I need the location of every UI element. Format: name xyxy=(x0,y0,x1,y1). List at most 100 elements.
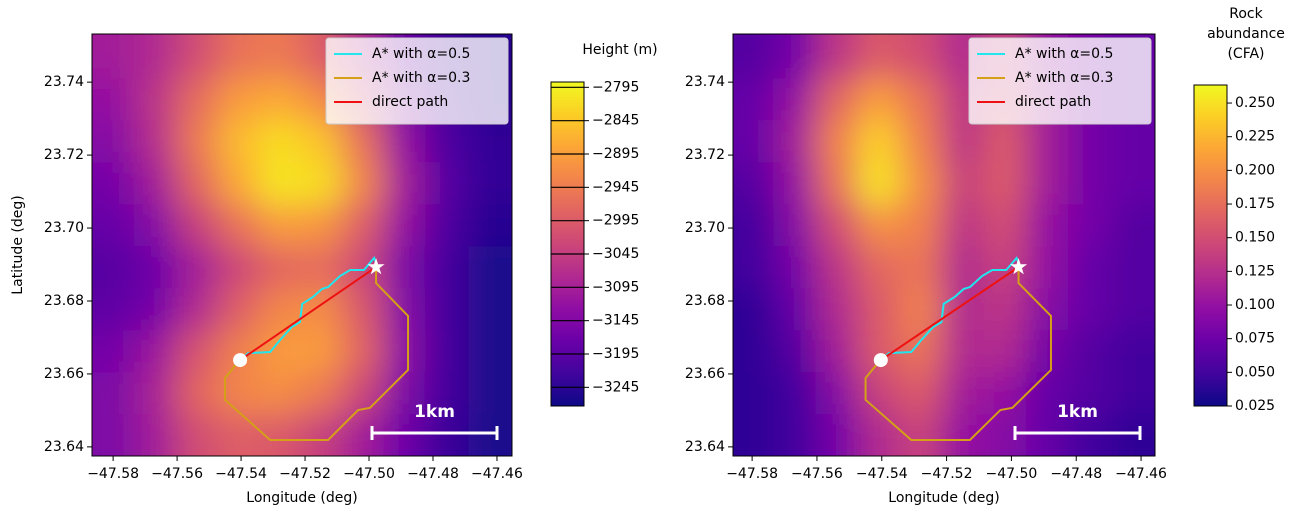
heatmap-cell xyxy=(217,78,260,121)
heatmap-cell xyxy=(899,204,943,247)
heatmap-cell xyxy=(1111,204,1155,247)
goal-marker xyxy=(1010,258,1028,275)
x-tick-label: −47.58 xyxy=(726,466,778,482)
heatmap-cell xyxy=(258,78,301,121)
heatmap-cell xyxy=(773,120,816,163)
heatmap-cell xyxy=(773,288,816,331)
colorbar-tick-label: 0.100 xyxy=(1235,297,1275,313)
heatmap-cell xyxy=(941,162,985,205)
colorbar-tick-label: −2945 xyxy=(592,179,639,195)
y-tick-label: 23.74 xyxy=(44,74,84,90)
colorbar-tick-label: 0.200 xyxy=(1235,162,1275,178)
x-tick-label: −47.48 xyxy=(1050,466,1102,482)
heatmap-cell xyxy=(899,78,943,121)
heatmap-cell xyxy=(175,330,218,373)
heatmap-cell xyxy=(815,162,858,205)
colorbar-tick-label: −3195 xyxy=(592,346,639,362)
heatmap-cell xyxy=(815,330,858,373)
heatmap-cell xyxy=(1068,246,1113,289)
colorbar-tick-label: 0.075 xyxy=(1235,331,1275,347)
colorbar-title: (CFA) xyxy=(1227,46,1264,62)
colorbar xyxy=(550,81,585,407)
path-line xyxy=(880,266,1020,361)
heatmap-cell xyxy=(899,246,943,289)
colorbar xyxy=(1193,84,1228,407)
heatmap-cell xyxy=(424,162,469,205)
heatmap-cell xyxy=(92,372,135,415)
heatmap-cell xyxy=(92,120,135,163)
heatmap-cell xyxy=(899,372,943,415)
heatmap-cell xyxy=(773,162,816,205)
heatmap-cell xyxy=(1068,204,1113,247)
heatmap-cell xyxy=(857,246,901,289)
heatmap-cell xyxy=(300,204,343,247)
heatmap-cell xyxy=(300,120,343,163)
heatmap-cell xyxy=(899,120,943,163)
heatmap-cell xyxy=(941,330,985,373)
heatmap-cell xyxy=(773,246,816,289)
heatmap-cell xyxy=(217,414,260,456)
heatmap-cell xyxy=(1026,162,1069,205)
y-tick-label: 23.72 xyxy=(44,147,84,163)
heatmap-cell xyxy=(424,204,469,247)
heatmap-cell xyxy=(941,120,985,163)
heatmap-cell xyxy=(468,288,512,331)
x-tick-label: −47.56 xyxy=(791,466,843,482)
axes-frame xyxy=(91,33,513,457)
heatmap-cell xyxy=(983,162,1027,205)
heatmap-cell xyxy=(1111,330,1155,373)
heatmap-cell xyxy=(773,414,816,456)
legend-box xyxy=(325,37,509,125)
heatmap-cell xyxy=(133,34,176,79)
heatmap-cell xyxy=(857,414,901,456)
colorbar-tick-label: −3145 xyxy=(592,313,639,329)
heatmap-cell xyxy=(815,288,858,331)
heatmap-cell xyxy=(133,414,176,456)
heatmap-cell xyxy=(733,34,774,79)
heatmap-cell xyxy=(857,162,901,205)
heatmap-cell xyxy=(1068,414,1113,456)
heatmap-cell xyxy=(733,288,774,331)
heatmap-cell xyxy=(1026,288,1069,331)
heatmap-cell xyxy=(468,204,512,247)
heatmap-cell xyxy=(1111,414,1155,456)
heatmap-cell xyxy=(175,78,218,121)
heatmap-cell xyxy=(468,372,512,415)
heatmap-cell xyxy=(424,288,469,331)
heatmap-cell xyxy=(383,120,426,163)
heatmap-cell xyxy=(341,162,384,205)
heatmap-cell xyxy=(92,330,135,373)
x-axis-label: Longitude (deg) xyxy=(888,490,999,506)
colorbar-tick-label: −3095 xyxy=(592,279,639,295)
path-line xyxy=(239,256,378,361)
heatmap-cell xyxy=(773,330,816,373)
heatmap-cell xyxy=(424,246,469,289)
heatmap-cell xyxy=(383,372,426,415)
scale-bar xyxy=(1013,426,1142,440)
heatmap-cell xyxy=(1026,372,1069,415)
heatmap-cell xyxy=(424,330,469,373)
heatmap-cell xyxy=(1111,162,1155,205)
heatmap-cell xyxy=(133,288,176,331)
heatmap-cell xyxy=(383,288,426,331)
heatmap-cell xyxy=(175,162,218,205)
heatmap-cell xyxy=(258,204,301,247)
heatmap-cell xyxy=(733,78,774,121)
legend-label: A* with α=0.3 xyxy=(1015,70,1113,86)
heatmap-cell xyxy=(468,414,512,456)
x-tick-label: −47.46 xyxy=(471,466,523,482)
x-tick-label: −47.54 xyxy=(215,466,267,482)
heatmap-cell xyxy=(258,246,301,289)
colorbar-tick-label: −2995 xyxy=(592,213,639,229)
axes-frame xyxy=(732,33,1156,457)
heatmap-cell xyxy=(983,414,1027,456)
heatmap-cell xyxy=(217,288,260,331)
scale-bar-label: 1km xyxy=(1057,402,1098,422)
heatmap-cell xyxy=(983,204,1027,247)
heatmap-cell xyxy=(300,162,343,205)
heatmap-cell xyxy=(983,120,1027,163)
heatmap-cell xyxy=(941,414,985,456)
heatmap-cell xyxy=(133,204,176,247)
heatmap-cell xyxy=(92,288,135,331)
x-tick-label: −47.46 xyxy=(1115,466,1167,482)
